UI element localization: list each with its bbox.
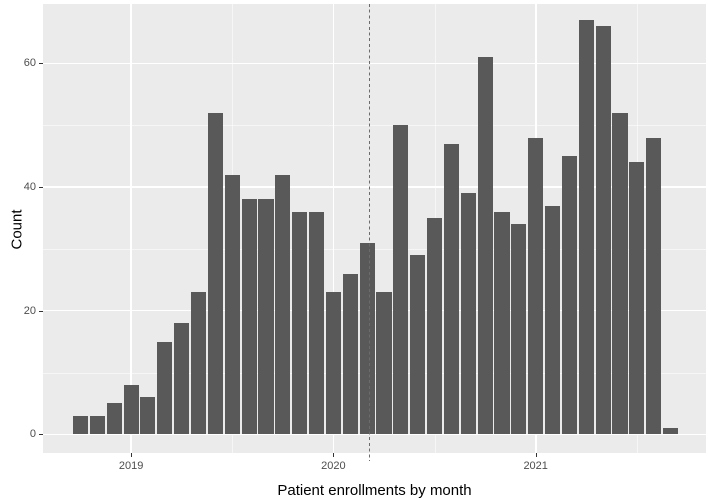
- x-axis-title: Patient enrollments by month: [277, 482, 472, 499]
- y-tick-label: 0: [29, 428, 36, 441]
- bar: [629, 162, 645, 435]
- gridline-minor-y: [43, 125, 706, 127]
- bar: [140, 397, 156, 435]
- bar: [308, 211, 325, 435]
- bar: [106, 403, 122, 435]
- bar: [427, 217, 443, 435]
- y-tick-mark: [39, 63, 43, 65]
- bar: [72, 415, 89, 435]
- x-tick-label: 2020: [321, 460, 346, 472]
- x-tick-mark: [333, 453, 335, 457]
- bar: [460, 193, 476, 435]
- bar: [157, 341, 173, 435]
- bar: [410, 255, 426, 435]
- bar: [494, 211, 510, 435]
- y-axis-title: Count: [8, 209, 26, 250]
- bar: [190, 292, 207, 435]
- gridline-major-y: [43, 186, 706, 188]
- vline-dashed: [368, 4, 371, 461]
- bar: [89, 415, 105, 435]
- bar: [325, 292, 341, 435]
- bar: [207, 112, 223, 435]
- bar: [612, 112, 628, 435]
- bar: [123, 384, 139, 435]
- bar: [646, 137, 662, 435]
- bar: [292, 211, 308, 435]
- y-tick-label: 40: [23, 181, 36, 193]
- y-tick-label: 60: [23, 57, 36, 70]
- bar: [258, 199, 274, 435]
- gridline-major-x: [332, 4, 335, 453]
- x-tick-mark: [131, 453, 133, 457]
- x-tick-label: 2021: [523, 460, 548, 472]
- bar: [443, 143, 459, 435]
- bar: [545, 205, 561, 435]
- y-tick-mark: [39, 434, 43, 436]
- y-tick-mark: [39, 187, 43, 188]
- gridline-major-y: [43, 62, 706, 65]
- bar: [275, 174, 291, 435]
- bar: [477, 57, 493, 435]
- bar: [174, 323, 190, 435]
- bar: [511, 224, 527, 435]
- bar: [224, 174, 240, 435]
- bar: [342, 273, 358, 435]
- plot-panel: [43, 4, 706, 453]
- bar: [241, 199, 257, 435]
- bar: [561, 156, 577, 435]
- gridline-major-x: [130, 4, 132, 453]
- bar: [359, 242, 375, 435]
- y-tick-mark: [39, 310, 43, 312]
- bar: [528, 137, 544, 435]
- x-tick-mark: [535, 453, 537, 457]
- bar: [578, 20, 594, 435]
- bar: [376, 292, 392, 435]
- bar: [595, 26, 611, 435]
- bar: [663, 428, 679, 435]
- x-tick-label: 2019: [118, 460, 144, 472]
- gridline-major-y: [43, 433, 706, 436]
- bar: [393, 125, 409, 435]
- y-tick-label: 20: [23, 304, 36, 317]
